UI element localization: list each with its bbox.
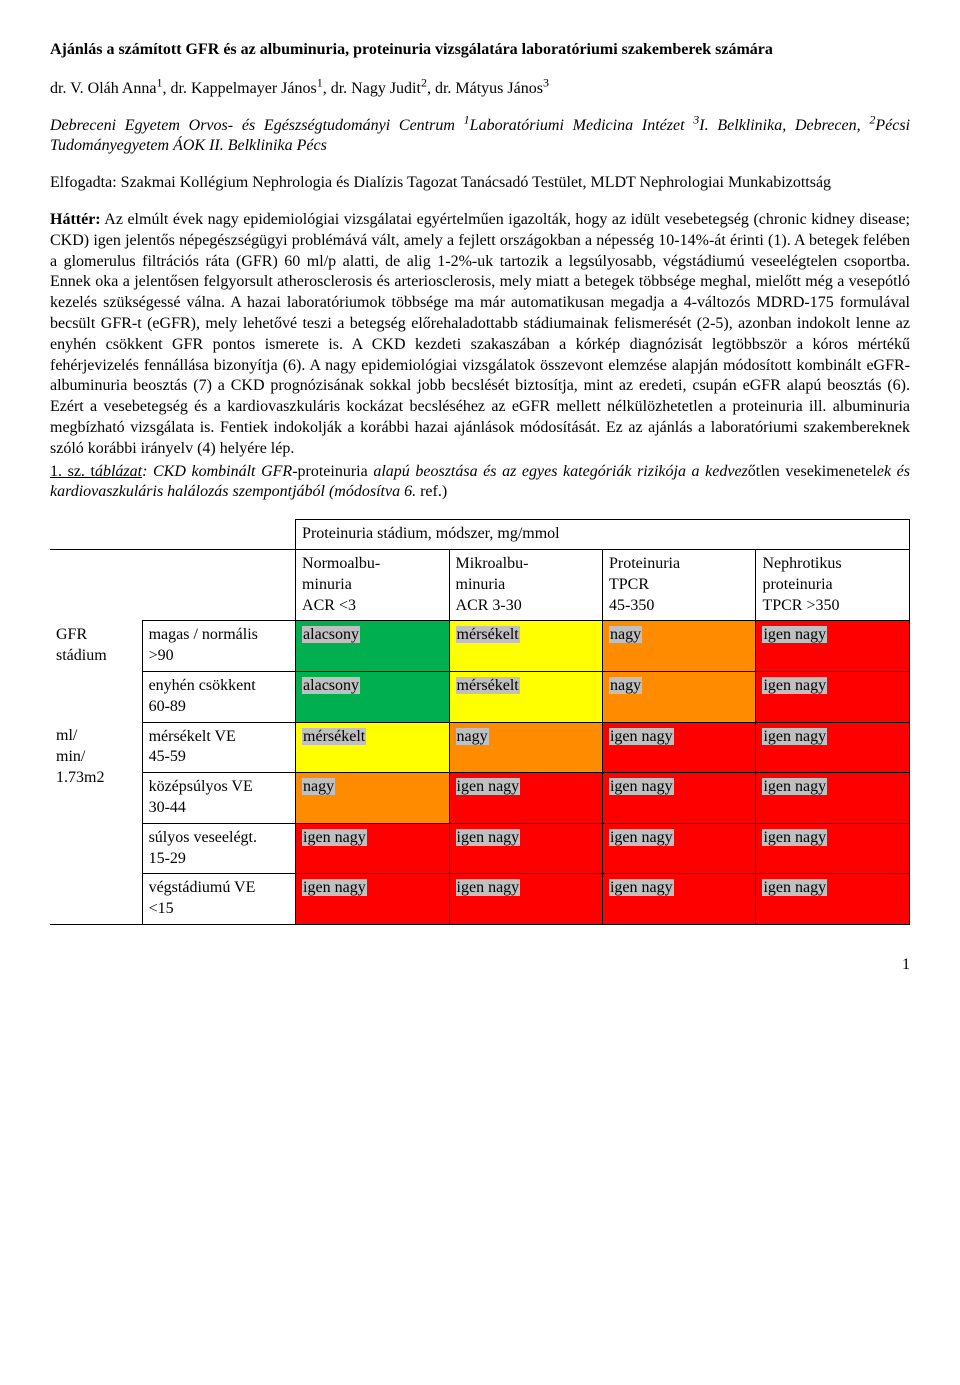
- gfr-unit-header: ml/min/1.73m2: [50, 722, 142, 924]
- row-label: magas / normális>90: [142, 621, 295, 672]
- risk-cell: igen nagy: [756, 621, 910, 672]
- risk-cell: nagy: [296, 773, 449, 824]
- corner-empty: [50, 520, 142, 550]
- column-header: Normoalbu-minuriaACR <3: [296, 549, 449, 620]
- row-label: súlyos veseelégt.15-29: [142, 823, 295, 874]
- background-paragraph: Háttér: Az elmúlt évek nagy epidemiológi…: [50, 210, 910, 460]
- authors-line: dr. V. Oláh Anna1, dr. Kappelmayer János…: [50, 79, 910, 100]
- corner-empty: [142, 549, 295, 620]
- affiliations: Debreceni Egyetem Orvos- és Egészségtudo…: [50, 116, 910, 158]
- risk-cell: mérsékelt: [296, 722, 449, 773]
- column-header: ProteinuriaTPCR45-350: [602, 549, 755, 620]
- row-label: mérsékelt VE45-59: [142, 722, 295, 773]
- risk-cell: igen nagy: [756, 874, 910, 925]
- risk-cell: igen nagy: [602, 722, 755, 773]
- gfr-stage-header: GFRstádium: [50, 621, 142, 722]
- risk-cell: igen nagy: [449, 823, 602, 874]
- risk-cell: nagy: [449, 722, 602, 773]
- risk-cell: alacsony: [296, 671, 449, 722]
- risk-cell: igen nagy: [296, 823, 449, 874]
- table-caption: 1. sz. táblázat: CKD kombinált GFR-prote…: [50, 462, 910, 504]
- column-header: NephrotikusproteinuriaTPCR >350: [756, 549, 910, 620]
- risk-cell: nagy: [602, 671, 755, 722]
- risk-cell: igen nagy: [602, 773, 755, 824]
- risk-cell: mérsékelt: [449, 621, 602, 672]
- risk-cell: mérsékelt: [449, 671, 602, 722]
- risk-cell: nagy: [602, 621, 755, 672]
- risk-cell: alacsony: [296, 621, 449, 672]
- risk-table: Proteinuria stádium, módszer, mg/mmol No…: [50, 519, 910, 925]
- risk-cell: igen nagy: [602, 874, 755, 925]
- risk-cell: igen nagy: [602, 823, 755, 874]
- row-label: végstádiumú VE<15: [142, 874, 295, 925]
- proteinuria-header: Proteinuria stádium, módszer, mg/mmol: [296, 520, 910, 550]
- row-label: középsúlyos VE30-44: [142, 773, 295, 824]
- row-label: enyhén csökkent60-89: [142, 671, 295, 722]
- risk-cell: igen nagy: [449, 773, 602, 824]
- page-number: 1: [50, 955, 910, 976]
- risk-cell: igen nagy: [756, 823, 910, 874]
- risk-cell: igen nagy: [756, 722, 910, 773]
- accepted-by: Elfogadta: Szakmai Kollégium Nephrologia…: [50, 173, 910, 194]
- corner-empty: [142, 520, 295, 550]
- risk-cell: igen nagy: [756, 773, 910, 824]
- document-title: Ajánlás a számított GFR és az albuminuri…: [50, 40, 910, 61]
- risk-cell: igen nagy: [449, 874, 602, 925]
- corner-empty: [50, 549, 142, 620]
- risk-cell: igen nagy: [296, 874, 449, 925]
- column-header: Mikroalbu-minuriaACR 3-30: [449, 549, 602, 620]
- risk-cell: igen nagy: [756, 671, 910, 722]
